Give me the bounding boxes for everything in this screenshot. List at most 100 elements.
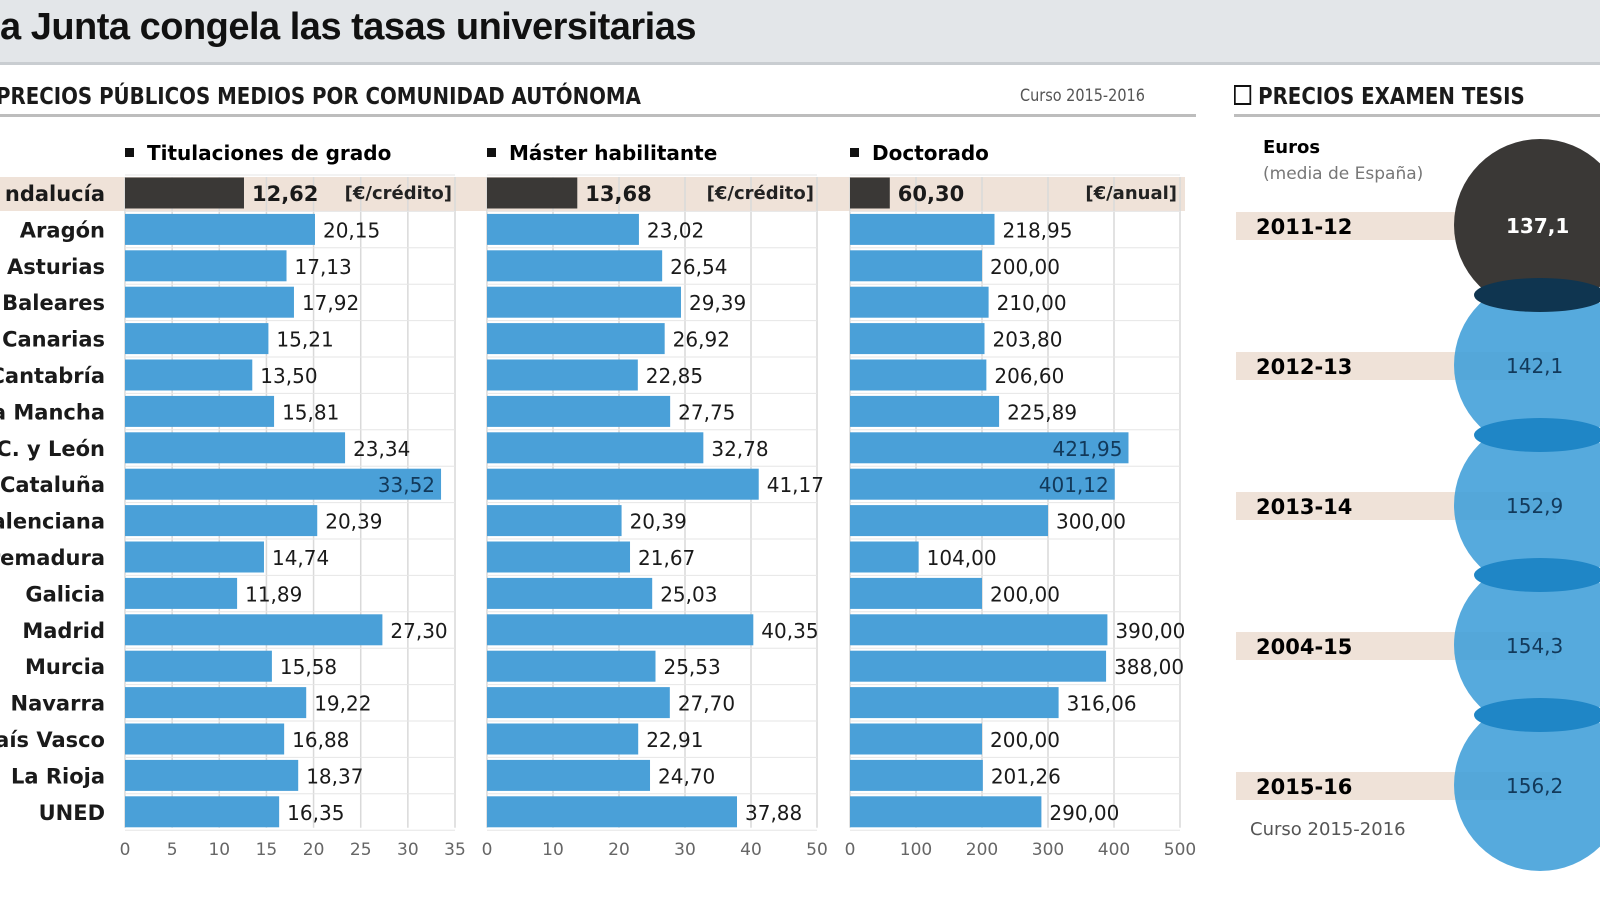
data-label: 12,62 (252, 182, 318, 206)
data-label: 14,74 (272, 546, 329, 570)
data-label: 41,17 (767, 473, 824, 497)
header-band (0, 0, 1600, 65)
data-label: 40,35 (761, 619, 818, 643)
bubble-overlap (1474, 698, 1600, 732)
x-tick-label: 25 (350, 840, 372, 860)
data-label: 33,52 (378, 473, 435, 497)
value-bubble (1454, 139, 1600, 311)
bar (487, 359, 638, 391)
x-tick-label: 10 (542, 840, 564, 860)
data-label: 218,95 (1003, 218, 1073, 242)
bar (487, 723, 639, 755)
data-label: 200,00 (990, 728, 1060, 752)
x-tick-label: 5 (167, 840, 178, 860)
bubble-value: 137,1 (1506, 214, 1569, 238)
bubble-value: 152,9 (1506, 494, 1563, 518)
data-label: 206,60 (994, 364, 1064, 388)
bubble-value: 142,1 (1506, 354, 1563, 378)
data-label: 37,88 (745, 801, 802, 825)
bar (125, 687, 307, 719)
bar (850, 505, 1048, 537)
bar (850, 650, 1107, 682)
bubble-value: 156,2 (1506, 774, 1563, 798)
category-label: Cantabría (0, 364, 105, 388)
data-label: 16,88 (292, 728, 349, 752)
x-tick-label: 500 (1164, 840, 1196, 860)
category-label: Navarra (11, 692, 106, 716)
x-tick-label: 50 (806, 840, 828, 860)
category-label: Galicia (25, 582, 105, 606)
bar (850, 687, 1059, 719)
bar (125, 432, 346, 464)
data-label: 15,58 (280, 655, 337, 679)
year-label: 2004-15 (1256, 635, 1352, 659)
data-label: 200,00 (990, 582, 1060, 606)
bar (850, 759, 983, 791)
data-label: 60,30 (898, 182, 964, 206)
bar (125, 614, 383, 646)
thesis-rule (1234, 114, 1600, 117)
bubble-overlap (1474, 278, 1600, 312)
bar (850, 796, 1042, 828)
x-tick-label: 100 (900, 840, 932, 860)
category-label: Aragón (20, 218, 105, 242)
bar (487, 614, 754, 646)
unit-label: [€/crédito] (707, 183, 814, 204)
bar (850, 395, 1000, 427)
x-tick-label: 0 (120, 840, 131, 860)
bubble-value: 154,3 (1506, 634, 1563, 658)
legend-square-icon (487, 148, 496, 157)
bar (125, 796, 280, 828)
bar (487, 468, 759, 500)
bar (850, 577, 982, 609)
bar (125, 577, 238, 609)
bar (487, 650, 656, 682)
data-label: 390,00 (1115, 619, 1185, 643)
data-label: 13,50 (260, 364, 317, 388)
data-label: 20,39 (325, 510, 382, 534)
data-label: 15,21 (276, 328, 333, 352)
data-label: 29,39 (689, 291, 746, 315)
bubble-title: Euros (1263, 137, 1320, 158)
x-tick-label: 200 (966, 840, 998, 860)
bar (850, 213, 995, 245)
bubble-overlap (1474, 418, 1600, 452)
highlight-bar (850, 177, 890, 209)
data-label: 21,67 (638, 546, 695, 570)
value-bubble (1454, 699, 1600, 871)
panel-title: Doctorado (872, 141, 989, 165)
data-label: 290,00 (1049, 801, 1119, 825)
bar (850, 250, 982, 282)
data-label: 27,30 (390, 619, 447, 643)
bar (487, 250, 663, 282)
x-tick-label: 35 (444, 840, 466, 860)
bar (487, 286, 681, 318)
bar (850, 359, 987, 391)
x-tick-label: 20 (608, 840, 630, 860)
square-icon (1234, 85, 1252, 105)
value-bubble (1454, 559, 1600, 731)
section-title: PRECIOS PÚBLICOS MEDIOS POR COMUNIDAD AU… (0, 84, 641, 110)
bubble-note: Curso 2015-2016 (1250, 819, 1406, 840)
data-label: 22,91 (646, 728, 703, 752)
legend-square-icon (125, 148, 134, 157)
bar (487, 213, 639, 245)
data-label: 15,81 (282, 400, 339, 424)
bar (125, 250, 287, 282)
bar (125, 395, 275, 427)
category-label: Madrid (22, 619, 105, 643)
data-label: 300,00 (1056, 510, 1126, 534)
bar (125, 650, 272, 682)
data-label: 421,95 (1053, 437, 1123, 461)
data-label: 388,00 (1114, 655, 1184, 679)
category-label: remadura (0, 546, 105, 570)
bar (487, 687, 670, 719)
data-label: 24,70 (658, 764, 715, 788)
bubble-subtitle: (media de España) (1263, 164, 1423, 184)
bar (125, 505, 318, 537)
category-label: Asturias (7, 255, 105, 279)
bar (487, 759, 651, 791)
data-label: 20,39 (630, 510, 687, 534)
category-label: UNED (39, 801, 105, 825)
